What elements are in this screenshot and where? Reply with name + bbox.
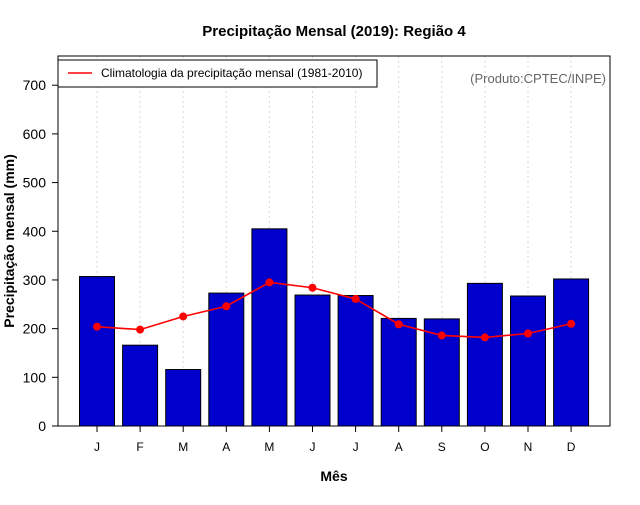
bar-11 xyxy=(510,295,546,427)
climatology-point-10 xyxy=(480,333,489,342)
x-tick-label: D xyxy=(567,440,576,454)
bar-10 xyxy=(466,282,503,427)
x-tick-label: J xyxy=(310,440,316,454)
bar-1 xyxy=(79,276,115,427)
climatology-line xyxy=(96,281,572,339)
y-tick-label: 500 xyxy=(23,175,47,191)
source-note: (Produto:CPTEC/INPE) xyxy=(470,71,606,86)
x-tick-label: F xyxy=(136,440,143,454)
bar-2 xyxy=(122,344,159,427)
y-tick-label: 600 xyxy=(23,126,47,142)
bar-3 xyxy=(165,369,202,427)
x-tick-label: A xyxy=(395,440,403,454)
y-tick-label: 200 xyxy=(23,321,47,337)
climatology-point-11 xyxy=(524,329,532,338)
y-tick-label: 700 xyxy=(23,77,47,93)
bar-5 xyxy=(251,228,288,427)
y-tick-label: 300 xyxy=(23,272,47,288)
climatology-point-1 xyxy=(93,322,101,331)
x-tick-label: O xyxy=(480,440,489,454)
bar-6 xyxy=(294,294,331,427)
bar-series xyxy=(79,228,590,427)
y-tick-label: 100 xyxy=(23,369,47,385)
climatology-point-3 xyxy=(179,312,188,321)
x-tick-label: M xyxy=(178,440,188,454)
y-tick-label: 400 xyxy=(23,223,47,239)
plot-frame xyxy=(57,55,611,427)
x-axis-label: Mês xyxy=(320,468,347,484)
x-tick-label: N xyxy=(524,440,533,454)
climatology-point-2 xyxy=(136,325,145,334)
x-tick-label: J xyxy=(94,440,100,454)
x-tick-label: S xyxy=(438,440,446,454)
y-tick-label: 0 xyxy=(38,418,46,434)
climatology-point-9 xyxy=(437,331,446,340)
x-tick-label: J xyxy=(353,440,359,454)
climatology-line-series xyxy=(93,278,576,342)
climatology-point-8 xyxy=(394,320,403,329)
x-tick-label: A xyxy=(222,440,230,454)
bar-12 xyxy=(553,278,590,427)
bar-7 xyxy=(337,295,374,427)
x-tick-label: M xyxy=(264,440,274,454)
legend-label: Climatologia da precipitação mensal (198… xyxy=(101,66,362,80)
climatology-point-4 xyxy=(222,302,231,311)
chart-title: Precipitação Mensal (2019): Região 4 xyxy=(202,23,466,40)
y-axis-label: Precipitação mensal (mm) xyxy=(1,154,17,328)
y-axis: 0 100 200 300 400 500 600 700 xyxy=(23,77,58,434)
legend-box xyxy=(57,59,378,88)
climatology-point-6 xyxy=(308,283,317,292)
bar-4 xyxy=(208,292,245,427)
climatology-point-12 xyxy=(567,319,576,328)
legend: Climatologia da precipitação mensal (198… xyxy=(57,59,378,88)
bar-8 xyxy=(380,317,417,427)
climatology-point-7 xyxy=(351,294,360,303)
climatology-point-5 xyxy=(265,278,274,287)
